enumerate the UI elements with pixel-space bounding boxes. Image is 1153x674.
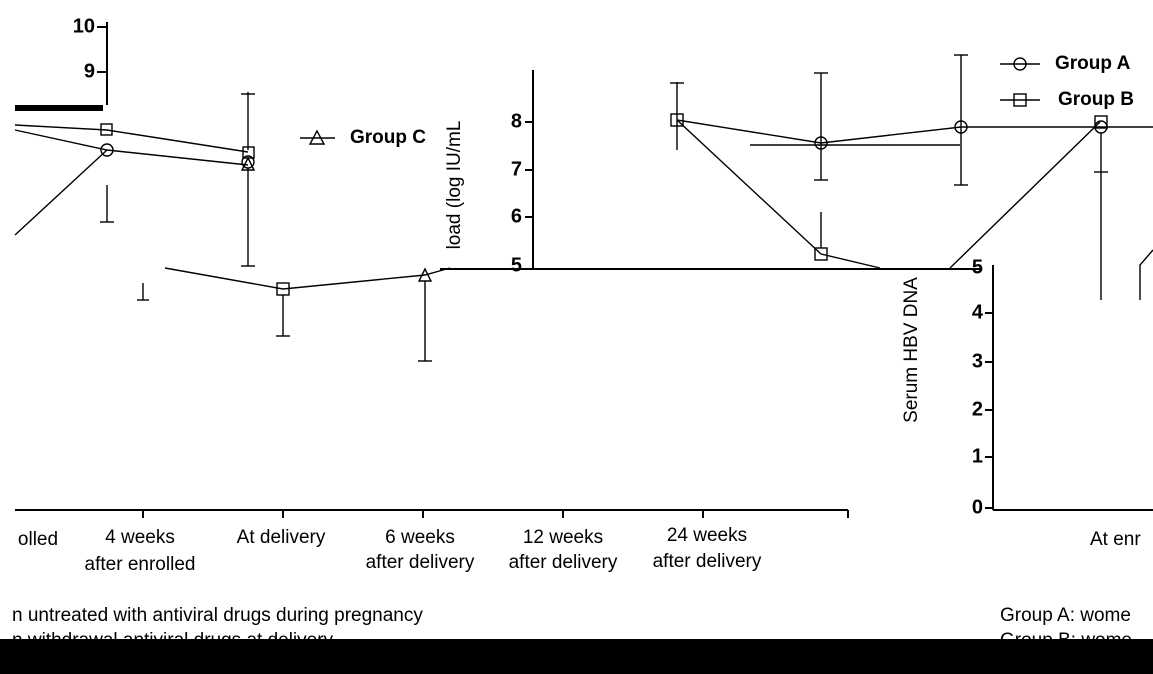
marker [100, 123, 113, 136]
legend-label: Group C [350, 127, 426, 148]
series-line [14, 149, 108, 236]
x-label: 6 weeks [385, 527, 455, 548]
tick-label: 2 [972, 398, 983, 420]
fragment-right: Group A Group B Serum HBV DNA 5 4 3 2 1 … [901, 53, 1153, 518]
axis-label: Serum HBV DNA [901, 277, 922, 423]
tick-label: 3 [972, 350, 983, 372]
series-line [1139, 249, 1153, 300]
tick-label: 5 [511, 254, 522, 276]
legend-label: Group A [1055, 53, 1131, 74]
caption: Group A: wome [1000, 605, 1131, 626]
x-label: At enr [1090, 529, 1141, 550]
tick-label: 9 [84, 60, 95, 82]
tick-label: 5 [972, 256, 983, 278]
tick-label: 0 [972, 496, 983, 518]
tick-label: 10 [73, 15, 95, 37]
caption: n untreated with antiviral drugs during … [12, 605, 423, 626]
legend-label: Group B [1058, 89, 1134, 110]
series-line [164, 267, 451, 290]
tick-label: 8 [511, 110, 522, 132]
series-line [949, 121, 1101, 269]
marker [100, 143, 114, 157]
axis-label: load (log IU/mL [444, 121, 465, 250]
legend-marker [1013, 93, 1027, 107]
fragment-middle: load (log IU/mL 8 7 6 5 [164, 54, 1153, 362]
x-label: 12 weeks [523, 527, 603, 548]
black-band [0, 639, 1153, 674]
x-label: olled [18, 529, 58, 550]
tick-label: 4 [972, 301, 984, 323]
tick-label: 7 [511, 158, 522, 180]
series-line [14, 124, 249, 153]
series-line [14, 129, 249, 166]
x-label: after delivery [509, 552, 618, 573]
x-label: At delivery [237, 527, 326, 548]
bar-fragment [15, 105, 103, 111]
series-line [676, 119, 881, 269]
x-axis: olled 4 weeks after enrolled At delivery… [15, 509, 1141, 575]
x-label: 4 weeks [105, 527, 175, 548]
fragment-top-left: 10 9 Group C [14, 15, 426, 301]
captions: n untreated with antiviral drugs during … [0, 605, 1153, 674]
x-label: after delivery [366, 552, 475, 573]
legend-marker [1013, 57, 1027, 71]
legend-marker [308, 129, 326, 145]
tick-label: 6 [511, 205, 522, 227]
tick-label: 1 [972, 445, 983, 467]
x-label: 24 weeks [667, 525, 747, 546]
marker [1094, 115, 1108, 129]
x-label: after delivery [653, 551, 762, 572]
x-label: after enrolled [85, 554, 196, 575]
